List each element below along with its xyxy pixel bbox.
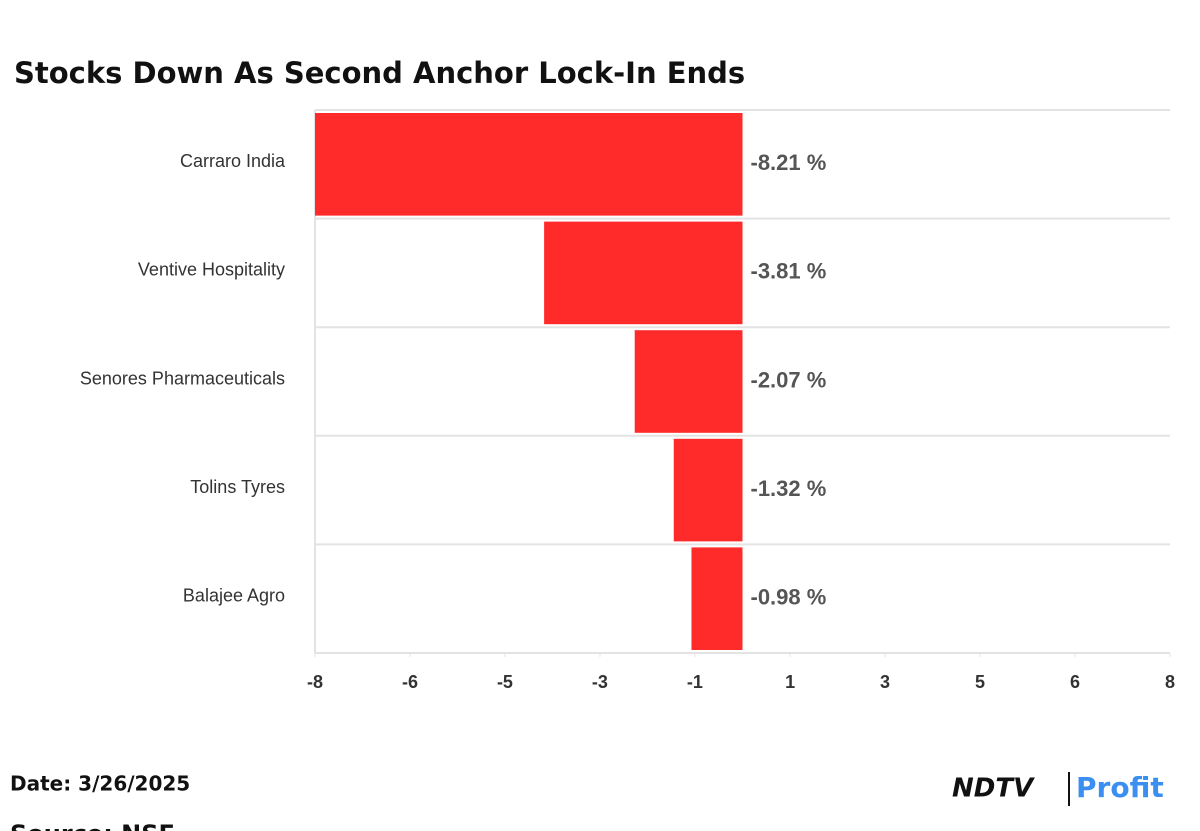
x-tick-label: -8 (307, 672, 323, 692)
y-tick-label: Tolins Tyres (190, 477, 285, 497)
bar (691, 547, 743, 650)
bar (544, 221, 743, 325)
x-tick-label: -3 (592, 672, 608, 692)
bar (315, 113, 743, 216)
bar (634, 330, 743, 433)
value-label: -0.98 % (751, 585, 827, 610)
value-label: -8.21 % (751, 150, 827, 175)
x-tick-label: 8 (1165, 672, 1175, 692)
logo-ndtv: NDTV (952, 774, 1035, 804)
x-tick-label: 1 (785, 672, 795, 692)
y-tick-label: Senores Pharmaceuticals (80, 368, 285, 388)
x-tick-label: -6 (402, 672, 418, 692)
source: Source: NSE (10, 820, 175, 831)
y-tick-label: Balajee Agro (183, 585, 285, 605)
value-label: -2.07 % (751, 367, 827, 392)
bar (673, 438, 743, 542)
y-tick-label: Carraro India (180, 151, 286, 171)
x-tick-label: -5 (497, 672, 513, 692)
value-label: -3.81 % (751, 259, 827, 284)
value-label: -1.32 % (751, 476, 827, 501)
y-tick-label: Ventive Hospitality (138, 260, 285, 280)
x-tick-label: -1 (687, 672, 703, 692)
x-tick-label: 3 (880, 672, 890, 692)
date: Date: 3/26/2025 (10, 772, 190, 796)
logo-profit: Profit (1076, 771, 1164, 804)
x-tick-label: 6 (1070, 672, 1080, 692)
x-tick-label: 5 (975, 672, 985, 692)
chart-title: Stocks Down As Second Anchor Lock-In End… (14, 56, 745, 90)
